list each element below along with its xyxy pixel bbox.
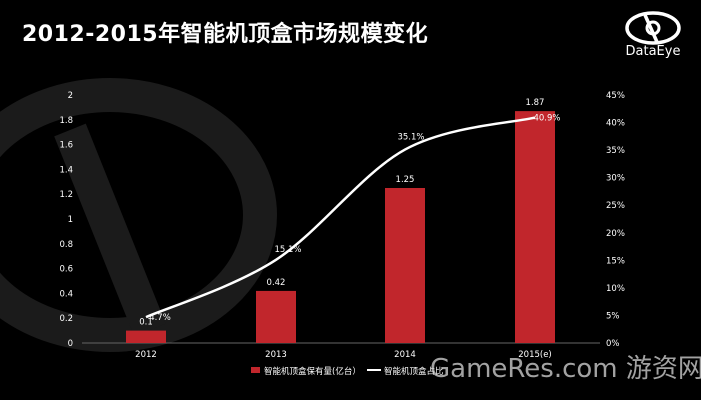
y-right-tick-label: 15% [606,256,625,266]
y-right-tick-label: 45% [606,91,625,101]
y-left-tick-label: 0.8 [59,240,73,250]
line-value-label: 35.1% [397,133,424,143]
legend-swatch-bar [251,367,260,373]
bar [515,111,555,344]
bar-value-label: 0.42 [267,278,286,288]
x-tick-label: 2015(e) [518,350,552,360]
bar [126,330,166,343]
y-left-tick-label: 1.6 [59,141,73,151]
legend-label-bar: 智能机顶盒保有量(亿台） [264,366,361,377]
y-left-tick-label: 0 [68,339,73,349]
bar [385,188,425,343]
x-tick-label: 2014 [394,350,416,360]
dataeye-logo-icon [625,11,681,45]
y-right-tick-label: 35% [606,146,625,156]
y-left-tick-label: 1 [68,215,73,225]
y-left-tick-label: 0.2 [59,314,73,324]
legend-label-line: 智能机顶盒占比 [384,366,444,377]
x-tick-label: 2013 [265,350,287,360]
y-left-tick-label: 1.8 [59,116,73,126]
line-value-label: 4.7% [149,313,171,323]
page-title: 2012-2015年智能机顶盒市场规模变化 [22,22,429,47]
y-right-tick-label: 0% [606,339,620,349]
y-left-tick-label: 0.4 [59,289,73,299]
bar [256,290,296,343]
series-line-share [145,116,536,319]
y-right-tick-label: 10% [606,284,625,294]
line-value-label: 40.9% [533,114,560,124]
y-right-tick-label: 30% [606,174,625,184]
y-right-tick-label: 5% [606,311,620,321]
bar-value-label: 0.1 [139,318,153,328]
line-value-label: 15.1% [274,245,301,255]
x-tick-label: 2012 [135,350,157,360]
brand-name: DataEye [625,44,681,59]
y-left-tick-label: 2 [68,91,73,101]
y-right-tick-label: 20% [606,229,625,239]
y-left-tick-label: 0.6 [59,265,73,275]
gameres-watermark: GameRes.com 游资网 [430,354,701,384]
legend: 智能机顶盒保有量(亿台） 智能机顶盒占比 [251,366,444,377]
bar-value-label: 1.25 [396,175,415,185]
y-right-tick-label: 25% [606,201,625,211]
y-right-tick-label: 40% [606,119,625,129]
y-left-tick-label: 1.4 [59,165,73,175]
bar-value-label: 1.87 [526,98,545,108]
y-left-tick-label: 1.2 [59,190,73,200]
